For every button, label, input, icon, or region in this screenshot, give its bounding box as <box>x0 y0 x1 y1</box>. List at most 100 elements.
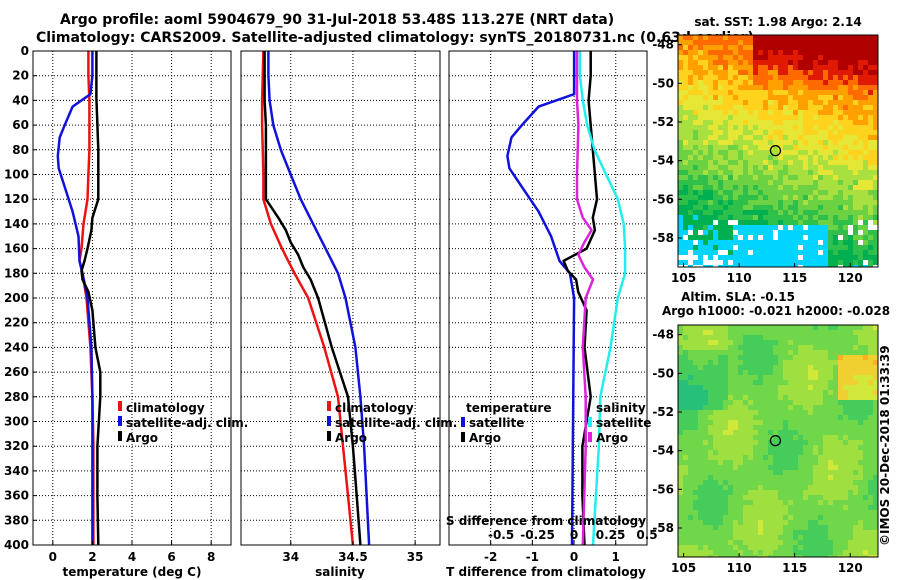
heatmap-cell <box>833 120 838 125</box>
heatmap-cell <box>813 460 818 465</box>
heatmap-cell <box>798 480 803 485</box>
heatmap-cell <box>853 90 858 95</box>
heatmap-cell <box>793 520 798 525</box>
heatmap-cell <box>753 95 758 100</box>
heatmap-cell <box>733 395 738 400</box>
heatmap-cell <box>738 60 743 65</box>
heatmap-cell <box>708 35 713 40</box>
heatmap-cell <box>853 515 858 520</box>
heatmap-cell <box>798 430 803 435</box>
heatmap-cell <box>693 205 698 210</box>
heatmap-cell <box>773 385 778 390</box>
heatmap-cell <box>738 490 743 495</box>
heatmap-cell <box>843 100 848 105</box>
heatmap-cell <box>853 160 858 165</box>
heatmap-cell <box>793 75 798 80</box>
heatmap-cell <box>678 115 683 120</box>
heatmap-cell <box>708 535 713 540</box>
heatmap-cell <box>838 330 843 335</box>
heatmap-cell <box>793 130 798 135</box>
heatmap-cell <box>848 545 853 550</box>
heatmap-cell <box>803 370 808 375</box>
heatmap-cell <box>768 100 773 105</box>
heatmap-cell <box>808 530 813 535</box>
heatmap-cell <box>748 480 753 485</box>
heatmap-cell <box>868 495 873 500</box>
heatmap-cell <box>803 550 808 555</box>
heatmap-cell <box>698 95 703 100</box>
heatmap-cell <box>783 210 788 215</box>
heatmap-cell <box>798 495 803 500</box>
heatmap-cell <box>693 380 698 385</box>
heatmap-cell <box>773 245 778 250</box>
heatmap-cell <box>808 40 813 45</box>
heatmap-cell <box>758 465 763 470</box>
heatmap-cell <box>743 500 748 505</box>
heatmap-cell <box>693 350 698 355</box>
heatmap-cell <box>728 60 733 65</box>
heatmap-cell <box>688 505 693 510</box>
heatmap-cell <box>748 425 753 430</box>
heatmap-cell <box>728 160 733 165</box>
heatmap-cell <box>828 350 833 355</box>
heatmap-cell <box>763 540 768 545</box>
heatmap-cell <box>823 110 828 115</box>
heatmap-cell <box>763 515 768 520</box>
heatmap-cell <box>713 495 718 500</box>
heatmap-cell <box>783 65 788 70</box>
heatmap-cell <box>703 260 708 265</box>
heatmap-cell <box>843 210 848 215</box>
heatmap-cell <box>703 150 708 155</box>
heatmap-cell <box>723 470 728 475</box>
heatmap-cell <box>848 70 853 75</box>
heatmap-cell <box>678 515 683 520</box>
heatmap-cell <box>848 35 853 40</box>
heatmap-cell <box>788 345 793 350</box>
heatmap-cell <box>778 140 783 145</box>
heatmap-cell <box>833 415 838 420</box>
heatmap-cell <box>683 420 688 425</box>
heatmap-cell <box>758 75 763 80</box>
heatmap-cell <box>863 175 868 180</box>
heatmap-cell <box>848 495 853 500</box>
heatmap-cell <box>708 460 713 465</box>
heatmap-cell <box>838 525 843 530</box>
heatmap-cell <box>818 380 823 385</box>
heatmap-cell <box>823 390 828 395</box>
heatmap-cell <box>708 370 713 375</box>
heatmap-cell <box>698 475 703 480</box>
heatmap-cell <box>713 150 718 155</box>
heatmap-cell <box>808 555 813 557</box>
heatmap-cell <box>858 40 863 45</box>
heatmap-cell <box>723 520 728 525</box>
heatmap-cell <box>683 95 688 100</box>
heatmap-cell <box>768 485 773 490</box>
heatmap-cell <box>828 35 833 40</box>
heatmap-cell <box>808 35 813 40</box>
heatmap-cell <box>703 85 708 90</box>
heatmap-cell <box>848 335 853 340</box>
heatmap-cell <box>758 225 763 230</box>
heatmap-cell <box>728 400 733 405</box>
heatmap-cell <box>763 205 768 210</box>
heatmap-cell <box>793 195 798 200</box>
heatmap-cell <box>728 370 733 375</box>
heatmap-cell <box>808 375 813 380</box>
heatmap-cell <box>718 360 723 365</box>
heatmap-cell <box>818 330 823 335</box>
heatmap-cell <box>748 80 753 85</box>
heatmap-cell <box>823 490 828 495</box>
heatmap-cell <box>723 45 728 50</box>
heatmap-cell <box>818 105 823 110</box>
heatmap-cell <box>758 60 763 65</box>
heatmap-cell <box>838 50 843 55</box>
heatmap-cell <box>788 105 793 110</box>
heatmap-cell <box>758 555 763 557</box>
heatmap-cell <box>703 520 708 525</box>
heatmap-cell <box>773 510 778 515</box>
heatmap-cell <box>803 265 808 267</box>
heatmap-cell <box>758 345 763 350</box>
heatmap-cell <box>818 85 823 90</box>
heatmap-cell <box>828 240 833 245</box>
heatmap-cell <box>683 400 688 405</box>
